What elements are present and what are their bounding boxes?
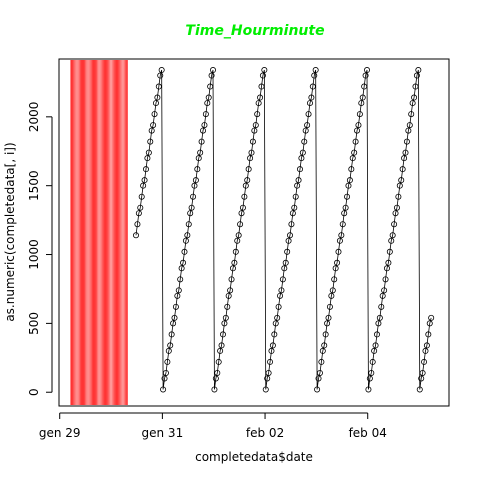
x-tick-label: gen 29 [39,426,81,440]
series-line [136,70,431,389]
y-tick-label: 1000 [27,239,41,270]
y-tick-label: 0 [27,388,41,396]
x-tick-label: feb 04 [349,426,387,440]
y-tick-label: 500 [27,312,41,335]
y-tick-label: 1500 [27,170,41,201]
x-tick-label: feb 02 [246,426,284,440]
highlight-band [70,60,127,405]
x-axis-label: completedata$date [195,450,313,464]
y-tick-label: 2000 [27,102,41,133]
x-tick-label: gen 31 [142,426,184,440]
data-points [133,67,433,392]
y-axis-label: as.numeric(completedata[, i]) [3,142,17,321]
band-strip [126,60,128,405]
y-axis: 0 500 1000 1500 2000 [27,102,52,396]
chart-title: Time_Hourminute [185,23,324,39]
x-axis: gen 29 gen 31 feb 02 feb 04 [39,413,387,440]
